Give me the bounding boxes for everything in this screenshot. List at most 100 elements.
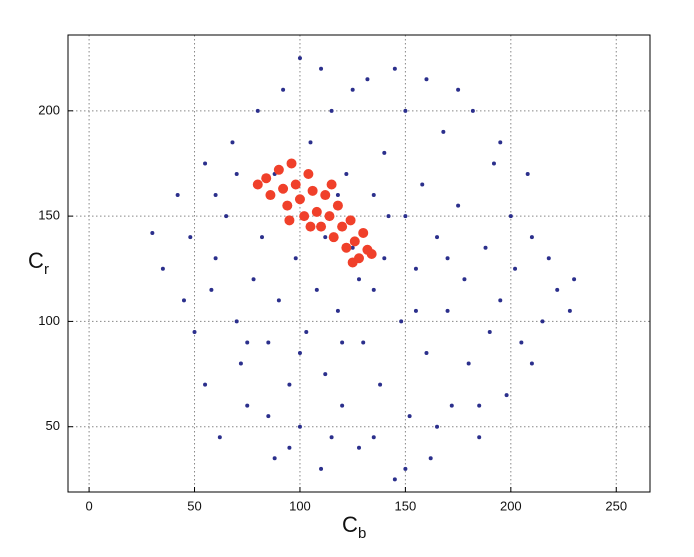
point (305, 221, 316, 232)
point (441, 129, 446, 134)
point (297, 351, 302, 356)
point (371, 193, 376, 198)
y-tick-label: 50 (46, 418, 60, 433)
point (266, 414, 271, 419)
point (160, 266, 165, 271)
point (319, 466, 324, 471)
point (234, 171, 239, 176)
point (424, 351, 429, 356)
point (407, 414, 412, 419)
point (323, 372, 328, 377)
point (428, 456, 433, 461)
point (203, 382, 208, 387)
point (150, 230, 155, 235)
point (498, 298, 503, 303)
point (347, 257, 358, 268)
point (282, 200, 293, 211)
point (462, 277, 467, 282)
point (403, 214, 408, 219)
point (371, 435, 376, 440)
point (213, 193, 218, 198)
point (519, 340, 524, 345)
y-tick-label: 100 (38, 313, 60, 328)
point (175, 193, 180, 198)
point (217, 435, 222, 440)
point (328, 232, 339, 243)
point (366, 249, 377, 260)
point (344, 171, 349, 176)
point (403, 108, 408, 113)
point (504, 393, 509, 398)
point (266, 340, 271, 345)
point (293, 256, 298, 261)
point (238, 361, 243, 366)
point (382, 150, 387, 155)
point (350, 87, 355, 92)
point (483, 245, 488, 250)
point (435, 235, 440, 240)
point (255, 108, 260, 113)
point (477, 403, 482, 408)
point (357, 445, 361, 450)
y-axis-label: C (28, 248, 44, 273)
point (251, 277, 256, 282)
point (224, 214, 229, 219)
point (456, 203, 461, 208)
point (297, 56, 302, 61)
point (252, 179, 263, 190)
point (413, 266, 418, 271)
point (265, 190, 276, 201)
point (299, 211, 310, 222)
point (303, 168, 314, 179)
point (203, 161, 208, 166)
plot-frame (67, 34, 651, 493)
point (449, 403, 454, 408)
point (324, 211, 335, 222)
point (508, 214, 513, 219)
x-axis-label: C (342, 512, 358, 537)
point (420, 182, 425, 187)
point (435, 424, 440, 429)
x-tick-label: 200 (500, 498, 522, 513)
point (529, 361, 534, 366)
point (529, 235, 534, 240)
point (290, 179, 301, 190)
point (329, 435, 334, 440)
point (350, 245, 355, 250)
x-axis-label-subscript: b (358, 525, 366, 542)
x-tick-label: 250 (605, 498, 627, 513)
point (477, 435, 482, 440)
point (323, 235, 328, 240)
point (278, 183, 289, 194)
point (445, 308, 450, 313)
x-tick-label: 50 (187, 498, 201, 513)
point (284, 215, 295, 226)
point (345, 215, 356, 226)
point (272, 456, 277, 461)
point (513, 266, 518, 271)
point (341, 242, 352, 253)
point (392, 477, 397, 482)
point (181, 298, 186, 303)
point (209, 287, 214, 292)
point (399, 319, 404, 324)
point (297, 424, 302, 429)
point (358, 227, 369, 238)
point (316, 221, 327, 232)
point (357, 277, 361, 282)
point (466, 361, 471, 366)
y-tick-label: 150 (38, 208, 60, 223)
point (294, 194, 305, 205)
point (382, 256, 387, 261)
point (326, 179, 337, 190)
point (413, 308, 418, 313)
point (192, 329, 197, 334)
point (304, 329, 309, 334)
point (525, 171, 530, 176)
point (340, 340, 345, 345)
point (371, 287, 376, 292)
point (498, 140, 503, 145)
point (337, 221, 348, 232)
point (261, 173, 272, 184)
